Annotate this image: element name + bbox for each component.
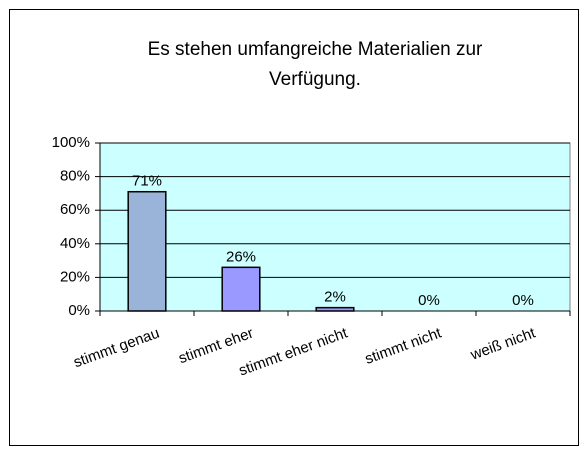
chart-title: Es stehen umfangreiche Materialien zur xyxy=(148,39,483,60)
y-tick-label: 80% xyxy=(60,168,90,185)
chart-title: Verfügung. xyxy=(269,69,361,90)
y-tick-label: 0% xyxy=(68,302,90,319)
bar xyxy=(127,190,167,312)
data-label: 0% xyxy=(418,292,440,309)
y-tick-label: 40% xyxy=(60,235,90,252)
plot-area xyxy=(99,142,571,312)
data-label: 0% xyxy=(512,292,534,309)
data-label: 2% xyxy=(324,289,346,306)
bar xyxy=(315,306,355,312)
y-tick-label: 60% xyxy=(60,201,90,218)
y-tick-label: 100% xyxy=(52,134,90,151)
data-label: 71% xyxy=(132,173,162,190)
data-label: 26% xyxy=(226,248,256,265)
y-tick-label: 20% xyxy=(60,268,90,285)
bar xyxy=(221,266,261,312)
